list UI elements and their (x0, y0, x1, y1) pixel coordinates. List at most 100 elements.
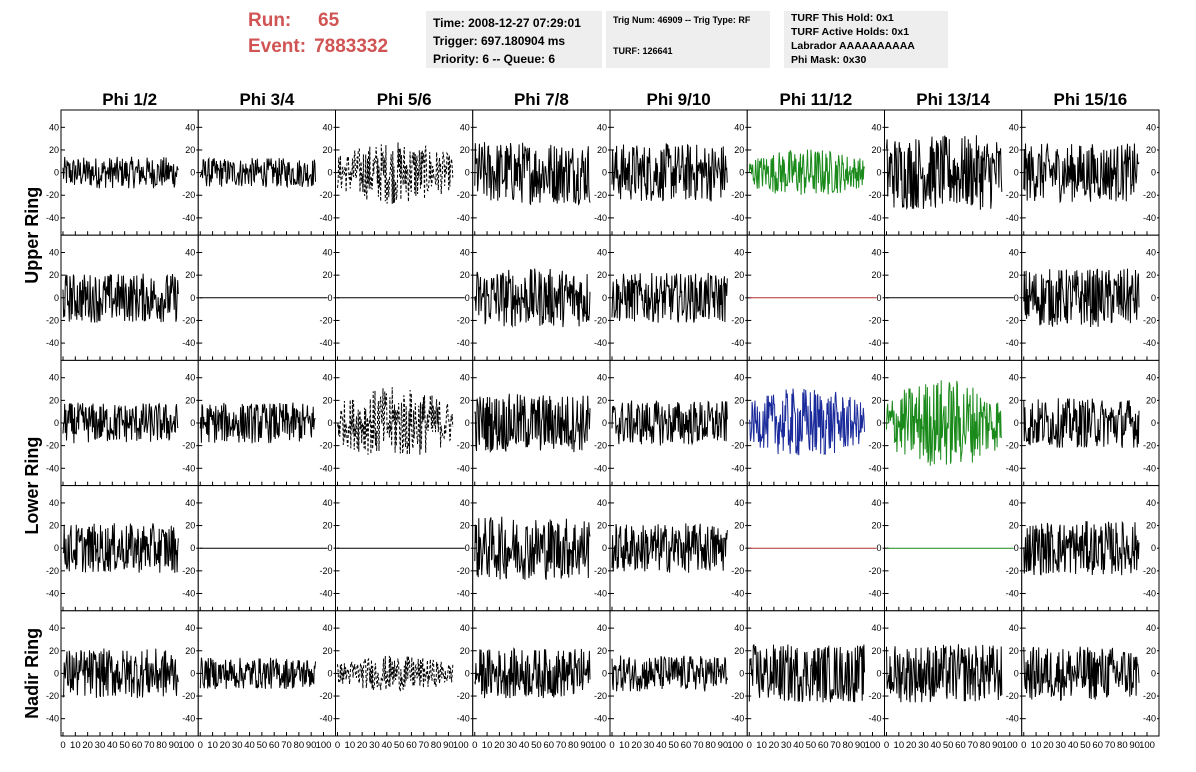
waveform-trace (62, 156, 179, 189)
y-tick-label: 20 (460, 646, 470, 656)
y-tick-label: 20 (1146, 395, 1156, 405)
y-tick-label: -40 (1143, 714, 1156, 724)
y-tick-label: -20 (319, 691, 332, 701)
y-tick-label: 40 (460, 498, 470, 508)
x-tick-label: 0 (198, 740, 203, 751)
y-tick-label: 0 (465, 418, 470, 428)
y-tick-label: -40 (46, 338, 59, 348)
waveform-trace (886, 380, 1003, 466)
waveform-panel: -40 -20 0 20 40 (609, 610, 748, 737)
y-tick-label: 40 (1009, 373, 1019, 383)
waveform-trace (337, 387, 454, 455)
y-tick-label: -20 (868, 691, 881, 701)
x-tick-label: 30 (781, 740, 792, 751)
y-tick-label: -40 (1143, 338, 1156, 348)
x-tick-label: 30 (644, 740, 655, 751)
panel-frame (335, 610, 474, 737)
column-title: Phi 13/14 (916, 90, 990, 109)
x-tick-label: 0 (1021, 740, 1026, 751)
y-tick-label: 20 (597, 270, 607, 280)
y-tick-label: 0 (54, 418, 59, 428)
y-tick-label: -20 (46, 190, 59, 200)
y-tick-label: 40 (1146, 248, 1156, 258)
x-tick-label: 70 (281, 740, 292, 751)
y-tick-label: -40 (868, 588, 881, 598)
waveform-panel: -40 -20 0 20 40 (884, 234, 1023, 361)
x-tick-label: 60 (269, 740, 280, 751)
x-tick-label: 40 (793, 740, 804, 751)
waveform-panel: -40 -40 -20 -20 0 0 20 20 40 40 (46, 109, 199, 236)
y-tick-label: -40 (1143, 588, 1156, 598)
x-tick-label: 70 (830, 740, 841, 751)
x-tick-label: 10 (894, 740, 905, 751)
y-tick-label: 40 (49, 248, 59, 258)
ring-title: Lower Ring (22, 437, 42, 535)
waveform-panel: -40 -20 0 20 40 (335, 610, 474, 737)
x-tick-label: 70 (144, 740, 155, 751)
y-tick-label: -20 (594, 190, 607, 200)
waveform-panel: -40 -20 0 20 40 (335, 485, 474, 612)
y-tick-label: 20 (871, 145, 881, 155)
y-tick-label: 0 (602, 418, 607, 428)
x-tick-label: 60 (681, 740, 692, 751)
waveform-panel: -40 -20 0 20 40 (472, 610, 611, 737)
x-tick-label: 50 (257, 740, 268, 751)
x-tick-label: 80 (1117, 740, 1128, 751)
y-tick-label: 0 (327, 293, 332, 303)
y-tick-label: -20 (182, 441, 195, 451)
x-tick-label: 60 (543, 740, 554, 751)
y-tick-label: 20 (1009, 145, 1019, 155)
y-tick-label: 40 (734, 248, 744, 258)
y-tick-label: 0 (465, 668, 470, 678)
x-tick-label: 30 (1055, 740, 1066, 751)
y-tick-label: -20 (1143, 566, 1156, 576)
y-tick-label: 0 (1151, 668, 1156, 678)
y-tick-label: -40 (182, 463, 195, 473)
y-tick-label: 0 (739, 293, 744, 303)
y-tick-label: 0 (602, 168, 607, 178)
column-title: Phi 9/10 (646, 90, 710, 109)
x-tick-label: 60 (406, 740, 417, 751)
phi-mask-line: Phi Mask: 0x30 (791, 54, 867, 66)
y-tick-label: 20 (460, 145, 470, 155)
y-tick-label: -20 (594, 566, 607, 576)
x-tick-label: 100 (453, 740, 469, 751)
y-tick-label: -40 (594, 714, 607, 724)
y-tick-label: 0 (327, 543, 332, 553)
y-tick-label: -20 (1006, 441, 1019, 451)
y-tick-label: -40 (1006, 714, 1019, 724)
x-tick-label: 20 (1043, 740, 1054, 751)
waveform-panel: -40 -20 0 20 40 (1021, 485, 1160, 612)
waveform-panel: -40 -20 0 20 40 (746, 109, 885, 236)
y-tick-label: 20 (460, 521, 470, 531)
waveform-trace (748, 388, 865, 456)
x-tick-label: 20 (769, 740, 780, 751)
y-tick-label: 40 (871, 122, 881, 132)
x-tick-label: 50 (119, 740, 130, 751)
x-tick-label: 100 (178, 740, 194, 751)
x-tick-label: 0 (747, 740, 752, 751)
x-tick-label: 100 (316, 740, 332, 751)
y-tick-label: -40 (731, 714, 744, 724)
waveform-panel: -40 -20 0 20 40 (884, 109, 1023, 236)
y-tick-label: -40 (1006, 338, 1019, 348)
y-tick-label: -40 (457, 588, 470, 598)
y-tick-label: 0 (190, 293, 195, 303)
x-tick-label: 40 (519, 740, 530, 751)
y-tick-label: -40 (319, 714, 332, 724)
y-tick-label: 20 (1146, 521, 1156, 531)
x-tick-label: 60 (955, 740, 966, 751)
y-tick-label: 0 (1014, 168, 1019, 178)
y-tick-label: 0 (1151, 168, 1156, 178)
y-tick-label: 40 (734, 122, 744, 132)
y-tick-label: 20 (49, 145, 59, 155)
y-tick-label: -40 (457, 338, 470, 348)
x-tick-label: 80 (568, 740, 579, 751)
waveform-panel: -40 -40 -20 -20 0 0 20 20 40 40 (46, 359, 199, 487)
x-tick-label: 70 (418, 740, 429, 751)
waveform-panel: -40 -20 0 20 40 (197, 485, 336, 612)
y-tick-label: -20 (46, 315, 59, 325)
waveform-panel: -40 -20 0 20 40 (609, 234, 748, 361)
y-tick-label: 20 (460, 270, 470, 280)
waveform-trace (1023, 268, 1140, 328)
